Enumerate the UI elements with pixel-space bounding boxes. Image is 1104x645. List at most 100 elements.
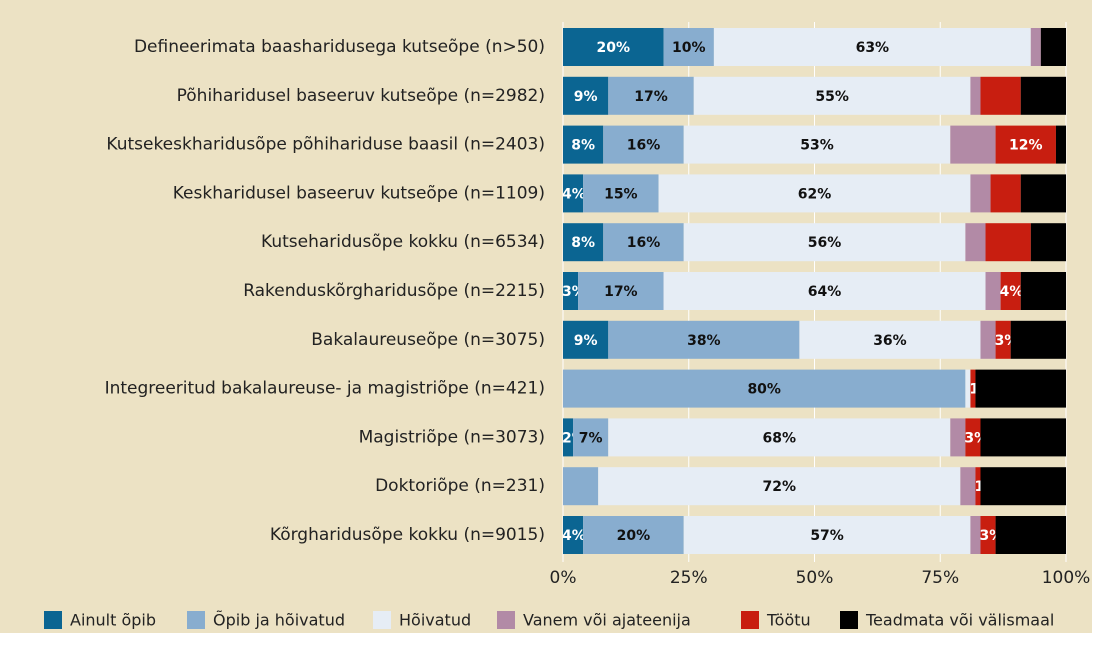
x-tick-label: 50% — [796, 568, 834, 588]
value-label: 9% — [574, 333, 598, 349]
bar-segment — [563, 223, 604, 262]
bar-segment — [1055, 125, 1066, 164]
legend-swatch — [373, 611, 391, 629]
bar-segment — [950, 125, 996, 164]
value-label: 64% — [808, 284, 842, 300]
bar-segment — [980, 76, 1021, 115]
bar-segment — [990, 174, 1021, 213]
value-label: 56% — [808, 235, 842, 251]
bar-segment — [563, 272, 579, 310]
bar-segment — [965, 223, 986, 262]
value-label: 38% — [687, 333, 721, 349]
value-label: 62% — [798, 186, 832, 202]
bar-segment — [663, 28, 714, 66]
bar-segment — [995, 516, 1066, 554]
bar-segment — [995, 320, 1011, 359]
legend-label: Teadmata või välismaal — [865, 611, 1054, 630]
value-label: 63% — [856, 40, 890, 56]
category-label: Põhiharidusel baseeruv kutseõpe (n=2982) — [177, 86, 545, 106]
value-label: 8% — [571, 138, 595, 154]
bar-segment — [965, 418, 981, 457]
bar-segment — [950, 418, 966, 457]
bar-segment — [658, 174, 971, 213]
value-label: 17% — [604, 284, 638, 300]
legend-label: Hõivatud — [399, 611, 471, 630]
bar-segment — [563, 174, 584, 213]
legend-swatch — [187, 611, 205, 629]
category-label: Integreeritud bakalaureuse- ja magistriõ… — [105, 379, 545, 399]
bar-segment — [970, 76, 981, 115]
bar-segment — [598, 467, 961, 506]
bar-segment — [970, 174, 991, 213]
bar-segment — [1040, 28, 1066, 66]
category-label: Doktoriõpe (n=231) — [375, 476, 545, 496]
value-label: 20% — [617, 528, 651, 544]
value-label: 15% — [604, 186, 638, 202]
bar-segment — [960, 467, 976, 506]
bar-segment — [985, 223, 1031, 262]
bar-segment — [995, 125, 1056, 164]
bar-segment — [603, 223, 684, 262]
bar-segment — [1000, 272, 1021, 310]
bar-segment — [563, 369, 966, 408]
category-label: Bakalaureuseõpe (n=3075) — [311, 330, 545, 350]
value-label: 55% — [815, 89, 849, 105]
bar-segment — [573, 418, 609, 457]
bar-segment — [980, 320, 996, 359]
value-label: 8% — [571, 235, 595, 251]
category-label: Defineerimata baasharidusega kutseõpe (n… — [134, 37, 545, 57]
bar-segment — [563, 516, 584, 554]
value-label: 4% — [562, 186, 586, 202]
bar-segment — [1020, 174, 1066, 213]
bar-segment — [663, 272, 986, 310]
bar-segment — [683, 223, 966, 262]
legend-label: Õpib ja hõivatud — [213, 611, 345, 630]
category-label: Kutseharidusõpe kokku (n=6534) — [261, 232, 545, 252]
value-label: 16% — [627, 235, 661, 251]
value-label: 68% — [763, 430, 797, 446]
category-label: Kõrgharidusõpe kokku (n=9015) — [270, 525, 545, 545]
bar-segment — [563, 76, 609, 115]
value-label: 7% — [579, 430, 603, 446]
bar-segment — [975, 467, 981, 506]
category-label: Keskharidusel baseeruv kutseõpe (n=1109) — [173, 183, 545, 203]
bar-segment — [683, 125, 951, 164]
bar-segment — [980, 418, 1066, 457]
value-label: 10% — [672, 40, 706, 56]
bar-segment — [970, 369, 976, 408]
value-label: 4% — [562, 528, 586, 544]
x-tick-label: 75% — [921, 568, 959, 588]
bar-segment — [608, 76, 694, 115]
bar-segment — [583, 174, 659, 213]
value-label: 36% — [873, 333, 907, 349]
bar-segment — [713, 28, 1031, 66]
value-label: 16% — [627, 138, 661, 154]
bar-segment — [1020, 272, 1066, 310]
bar-segment — [603, 125, 684, 164]
bar-segment — [608, 320, 800, 359]
value-label: 20% — [597, 40, 631, 56]
bar-segment — [965, 369, 971, 408]
legend-swatch — [44, 611, 62, 629]
legend-swatch — [497, 611, 515, 629]
value-label: 9% — [574, 89, 598, 105]
bar-segment — [693, 76, 971, 115]
value-label: 57% — [810, 528, 844, 544]
bar-segment — [1010, 320, 1066, 359]
bar-segment — [563, 467, 599, 506]
x-tick-label: 0% — [550, 568, 577, 588]
legend-label: Ainult õpib — [70, 611, 156, 630]
legend-label: Töötu — [766, 611, 811, 630]
legend-swatch — [840, 611, 858, 629]
bar-segment — [563, 418, 574, 457]
bar-segment — [1030, 28, 1041, 66]
bar-segment — [1020, 76, 1066, 115]
bar-segment — [583, 516, 684, 554]
bar-segment — [563, 28, 664, 66]
category-label: Rakenduskõrgharidusõpe (n=2215) — [243, 281, 545, 301]
bar-segment — [563, 125, 604, 164]
x-tick-label: 25% — [670, 568, 708, 588]
category-label: Magistriõpe (n=3073) — [359, 427, 545, 447]
value-label: 53% — [800, 138, 834, 154]
